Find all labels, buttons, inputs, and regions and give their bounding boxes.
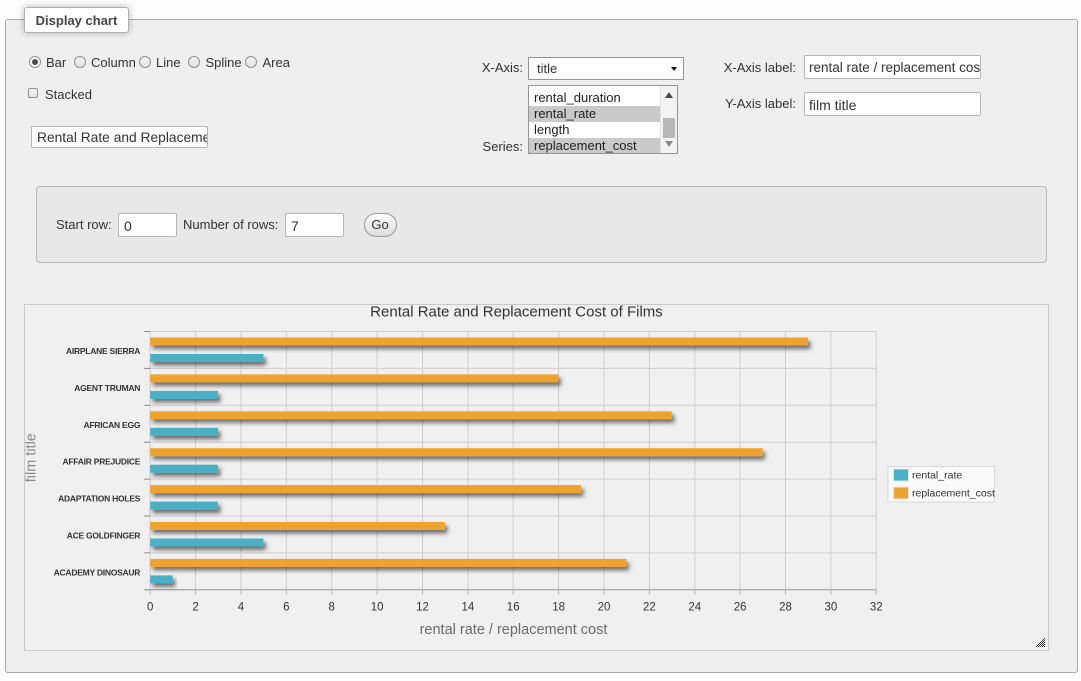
svg-text:ACADEMY DINOSAUR: ACADEMY DINOSAUR [54, 567, 141, 577]
svg-text:10: 10 [371, 602, 384, 614]
svg-text:replacement_cost: replacement_cost [912, 488, 995, 500]
svg-text:AIRPLANE SIERRA: AIRPLANE SIERRA [66, 346, 140, 356]
svg-text:22: 22 [643, 602, 656, 614]
svg-text:8: 8 [328, 602, 334, 614]
svg-text:Rental Rate and Replacement Co: Rental Rate and Replacement Cost of Film… [370, 305, 663, 321]
svg-text:14: 14 [462, 602, 475, 614]
svg-text:18: 18 [552, 602, 565, 614]
svg-text:0: 0 [147, 602, 153, 614]
svg-text:20: 20 [598, 602, 611, 614]
svg-text:film title: film title [25, 433, 40, 482]
svg-text:2: 2 [192, 602, 198, 614]
svg-text:AGENT TRUMAN: AGENT TRUMAN [74, 383, 140, 393]
svg-text:rental rate / replacement cost: rental rate / replacement cost [420, 622, 608, 638]
svg-text:rental_rate: rental_rate [912, 470, 962, 482]
svg-text:26: 26 [734, 602, 747, 614]
svg-text:ACE GOLDFINGER: ACE GOLDFINGER [67, 531, 141, 541]
svg-text:16: 16 [507, 602, 520, 614]
svg-text:24: 24 [688, 602, 701, 614]
svg-text:32: 32 [870, 602, 883, 614]
svg-text:6: 6 [283, 602, 289, 614]
svg-text:AFFAIR PREJUDICE: AFFAIR PREJUDICE [62, 457, 140, 467]
svg-text:30: 30 [825, 602, 838, 614]
svg-text:4: 4 [238, 602, 245, 614]
svg-text:12: 12 [416, 602, 429, 614]
svg-text:AFRICAN EGG: AFRICAN EGG [83, 420, 140, 430]
svg-text:28: 28 [779, 602, 792, 614]
svg-text:ADAPTATION HOLES: ADAPTATION HOLES [58, 494, 141, 504]
